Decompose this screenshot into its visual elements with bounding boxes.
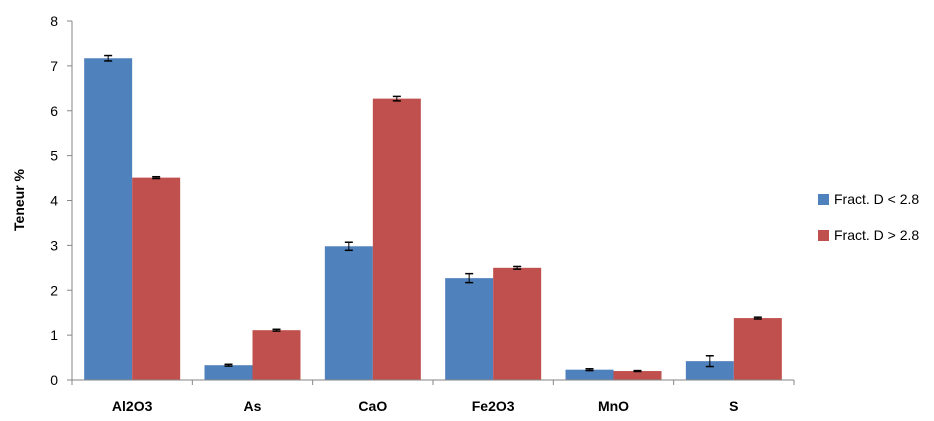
bar-mno-series-1 [565, 369, 614, 380]
error-bar [392, 95, 401, 102]
y-tick-label: 2 [50, 282, 58, 298]
error-bar [152, 175, 161, 180]
legend-label: Fract. D < 2.8 [834, 191, 919, 207]
x-tick-label: As [244, 398, 262, 414]
legend-swatch [818, 194, 829, 205]
bar-al2o3-series-1 [84, 58, 133, 381]
legend: Fract. D < 2.8 Fract. D > 2.8 [818, 191, 919, 243]
bar-al2o3-series-2 [132, 177, 181, 380]
bar-s-series-1 [685, 361, 734, 380]
y-axis-title: Teneur % [11, 168, 27, 231]
y-tick-label: 0 [50, 372, 58, 388]
legend-swatch [818, 230, 829, 241]
x-tick-label: Fe2O3 [472, 398, 515, 414]
error-bar [633, 369, 642, 373]
x-axis-labels: Al2O3 As CaO Fe2O3 MnO S [71, 380, 795, 414]
error-bar [272, 328, 281, 332]
y-tick-label: 1 [50, 327, 58, 343]
bar-cao-series-2 [372, 98, 421, 380]
error-bar [513, 265, 522, 270]
bar-s-series-2 [733, 318, 782, 380]
bars [84, 58, 782, 381]
error-bar [104, 54, 113, 62]
error-bar [224, 363, 233, 367]
y-axis-ticks: 0 1 2 3 4 5 6 7 8 [50, 13, 72, 388]
legend-label: Fract. D > 2.8 [834, 227, 919, 243]
error-bar [465, 272, 474, 284]
error-bars [104, 54, 762, 373]
x-tick-label: Al2O3 [112, 398, 153, 414]
error-bar [705, 355, 714, 368]
error-bar [585, 368, 594, 372]
y-tick-label: 5 [50, 148, 58, 164]
error-bar [344, 241, 353, 252]
bar-mno-series-2 [613, 371, 662, 380]
bar-as-series-2 [252, 330, 301, 380]
y-tick-label: 6 [50, 103, 58, 119]
error-bar [753, 316, 762, 320]
x-tick-label: MnO [598, 398, 629, 414]
bar-cao-series-1 [324, 246, 373, 380]
x-tick-label: CaO [358, 398, 387, 414]
bar-as-series-1 [204, 365, 253, 380]
bar-fe2o3-series-2 [493, 267, 542, 380]
x-tick-label: S [729, 398, 738, 414]
bar-fe2o3-series-1 [445, 278, 494, 380]
y-tick-label: 3 [50, 237, 58, 253]
y-tick-label: 7 [50, 58, 58, 74]
y-tick-label: 4 [50, 193, 58, 209]
y-tick-label: 8 [50, 13, 58, 29]
